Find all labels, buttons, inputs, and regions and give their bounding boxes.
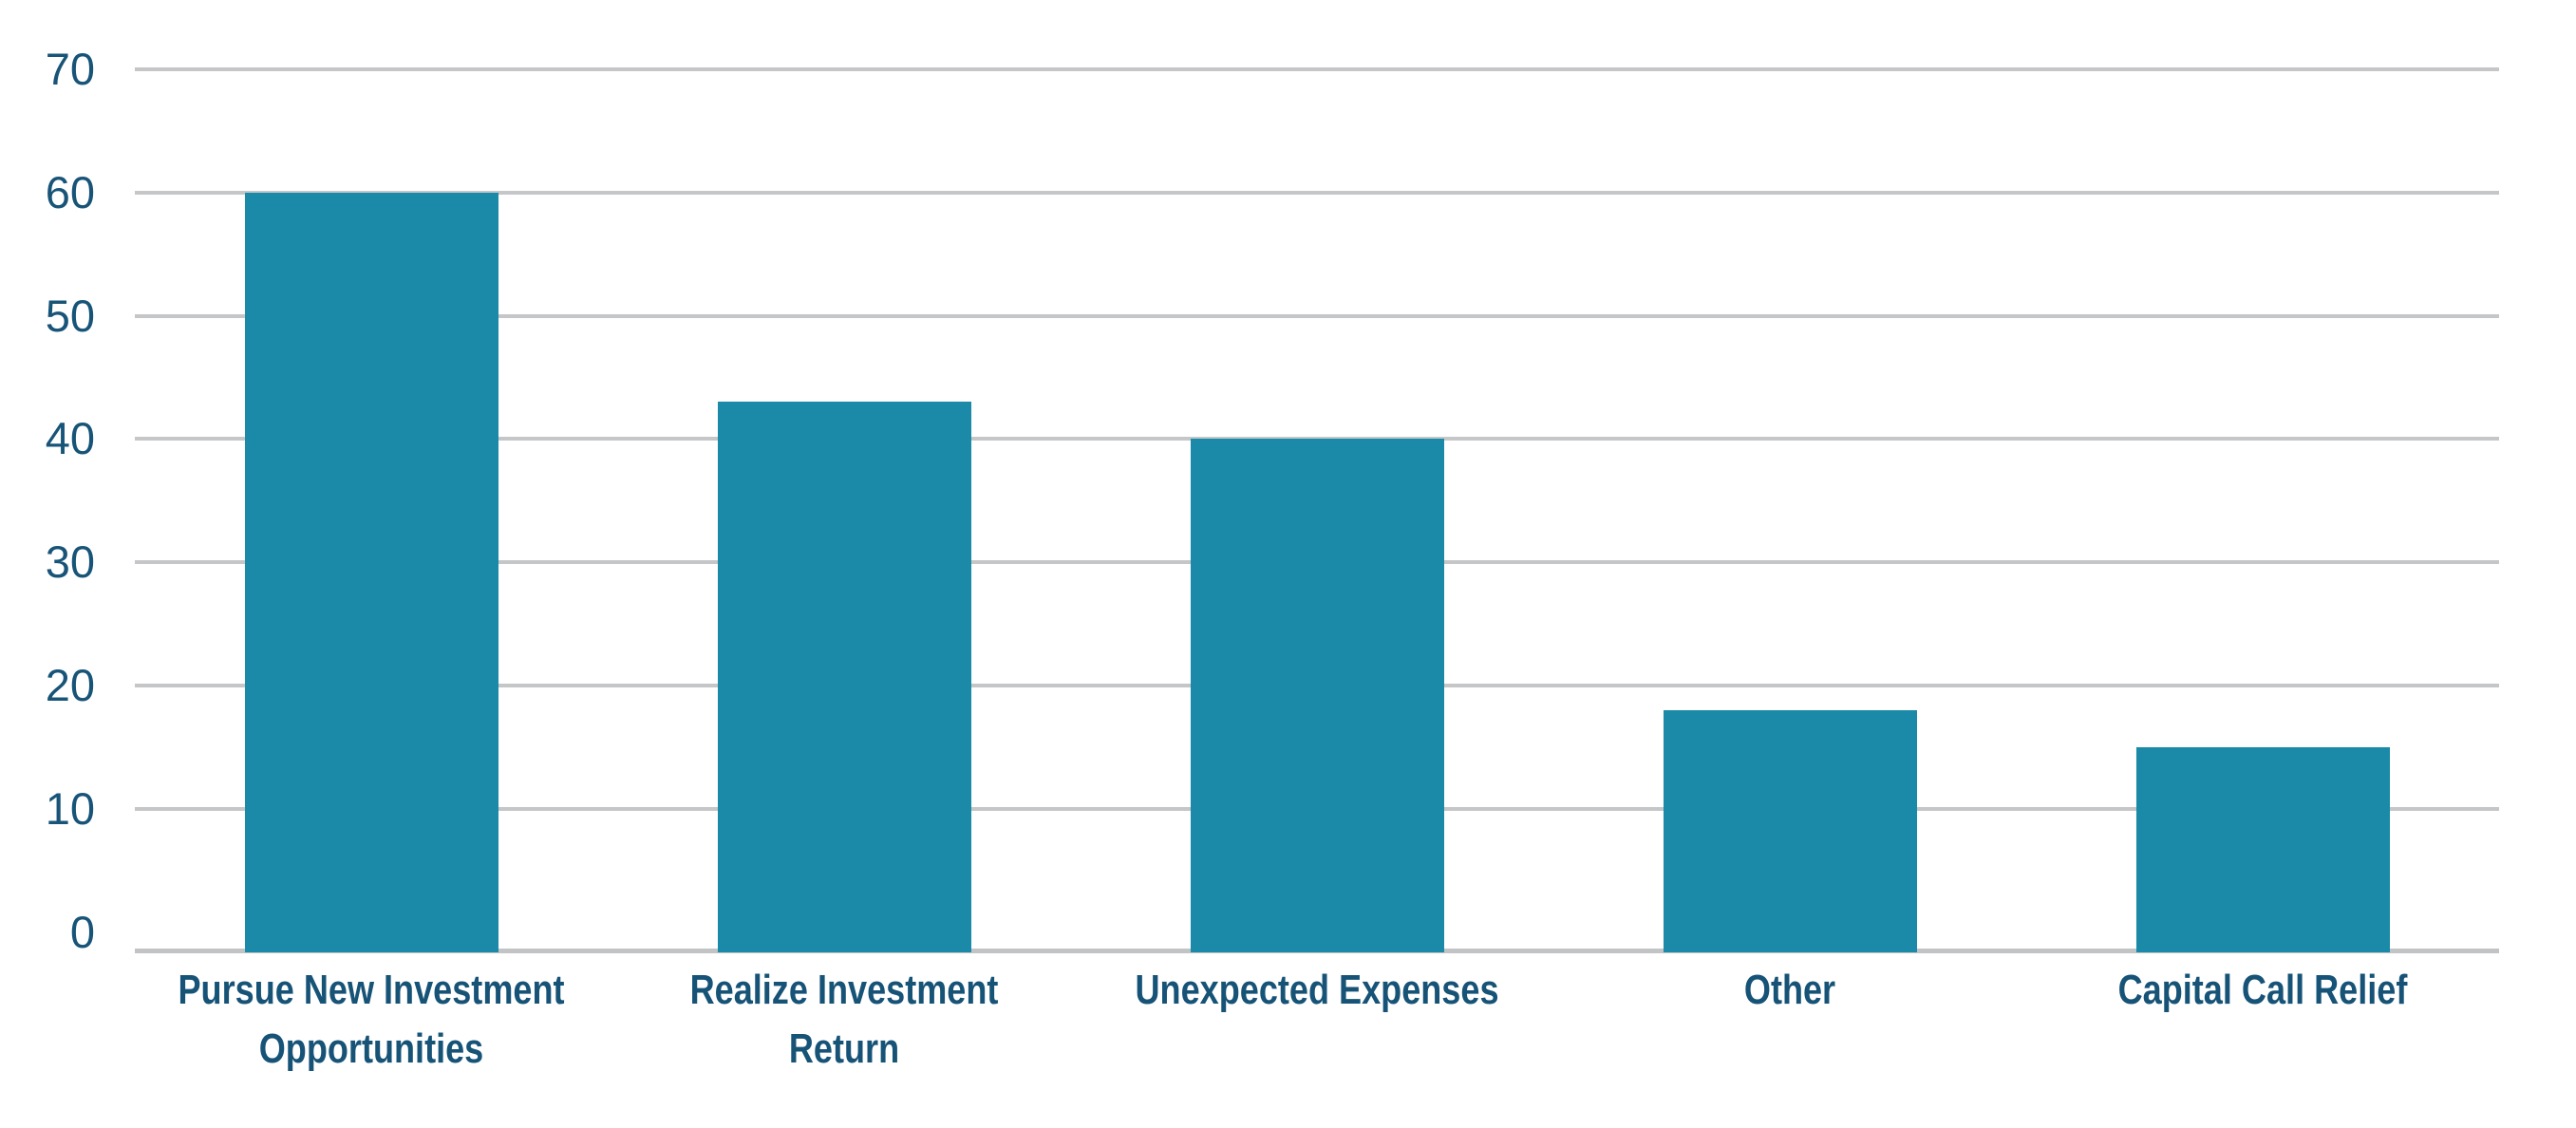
bar-unexpected-expenses (1190, 439, 1444, 952)
category-label-other: Other (1556, 961, 2023, 1020)
y-tick-label-70: 70 (45, 44, 95, 94)
category-label-line: Capital Call Relief (2117, 967, 2408, 1013)
bar-capital-call-relief (2135, 746, 2390, 952)
category-label-line: Other (1743, 967, 1836, 1013)
category-label-realize-investment-return: Realize Investment Return (611, 961, 1078, 1079)
category-label-line: Opportunities (258, 1025, 484, 1072)
bar-realize-investment-return (717, 402, 971, 952)
category-label-line: Pursue New Investment (178, 967, 565, 1013)
gridline-y-50 (135, 313, 2499, 318)
category-label-line: Realize Investment (689, 967, 999, 1013)
category-label-pursue-new-investment-opportunities: Pursue New Investment Opportunities (138, 961, 605, 1079)
gridline-y-60 (135, 190, 2499, 195)
gridline-y-70 (135, 67, 2499, 71)
bar-other (1663, 709, 1917, 952)
category-label-line: Unexpected Expenses (1135, 967, 1499, 1013)
y-tick-label-40: 40 (45, 413, 95, 464)
category-label-unexpected-expenses: Unexpected Expenses (1083, 961, 1551, 1020)
y-tick-label-30: 30 (45, 536, 95, 588)
category-label-line: Return (788, 1025, 900, 1072)
bar-pursue-new-investment-opportunities (244, 192, 498, 952)
y-tick-label-20: 20 (45, 660, 95, 710)
category-label-capital-call-relief: Capital Call Relief (2029, 961, 2496, 1020)
y-tick-label-10: 10 (45, 782, 95, 834)
y-tick-label-0: 0 (69, 906, 95, 957)
y-tick-label-60: 60 (45, 166, 95, 217)
y-tick-label-50: 50 (45, 290, 95, 341)
